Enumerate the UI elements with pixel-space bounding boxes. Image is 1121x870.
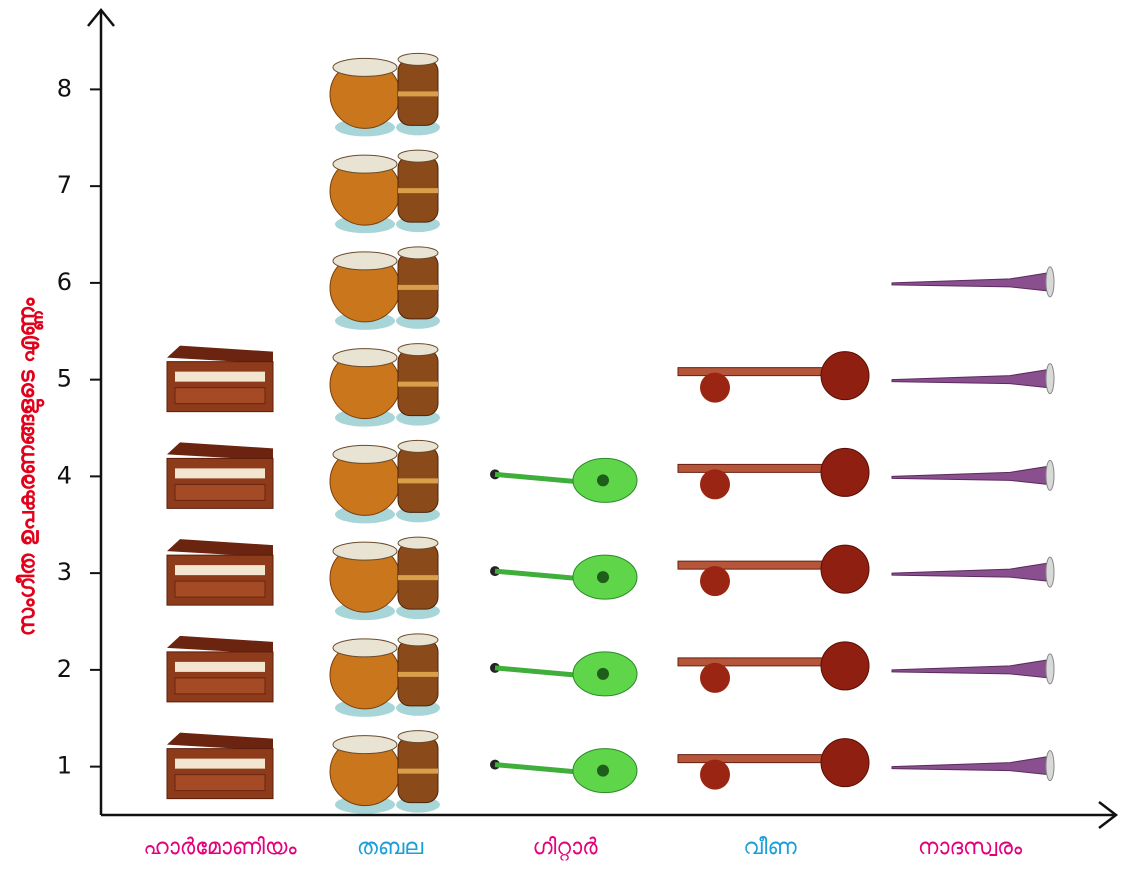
x-tick-label: നാദസ്വരം <box>918 835 1023 860</box>
tabla-band <box>398 91 438 97</box>
nadaswaram-bell <box>1045 363 1055 395</box>
harmonium-panel <box>174 483 266 501</box>
tabla-head <box>332 735 398 755</box>
tabla-head <box>397 633 439 647</box>
guitar-neck <box>494 762 586 776</box>
tabla-band <box>398 478 438 484</box>
x-tick-label: തബല <box>357 835 423 860</box>
tabla-head <box>397 439 439 453</box>
x-tick-label: വീണ <box>743 835 797 860</box>
veena-small-gourd <box>700 372 730 403</box>
harmonium-lid <box>167 539 273 558</box>
nadaswaram-pipe <box>891 562 1049 582</box>
icon-column <box>891 266 1055 782</box>
veena-neck <box>677 754 839 764</box>
tabla-head <box>332 57 398 77</box>
tabla-head <box>332 541 398 561</box>
harmonium-lid <box>167 635 273 654</box>
harmonium-panel <box>174 387 266 405</box>
nadaswaram-bell <box>1045 750 1055 782</box>
guitar-hole <box>597 764 609 777</box>
harmonium-keys <box>175 661 265 672</box>
harmonium-panel <box>174 677 266 695</box>
tabla-band <box>398 671 438 677</box>
y-tick-label: 1 <box>57 752 72 780</box>
veena-resonator <box>820 738 870 788</box>
y-axis-arrow <box>87 8 115 27</box>
veena-resonator <box>820 641 870 691</box>
tabla-head <box>397 52 439 66</box>
harmonium-panel <box>174 580 266 598</box>
nadaswaram-bell <box>1045 556 1055 588</box>
veena-small-gourd <box>700 566 730 597</box>
veena-resonator <box>820 447 870 497</box>
tabla-head <box>397 149 439 163</box>
y-tick-label: 6 <box>57 268 72 296</box>
guitar-hole <box>597 571 609 584</box>
guitar-neck <box>494 665 586 679</box>
harmonium-keys <box>175 758 265 769</box>
veena-resonator <box>820 351 870 401</box>
tabla-head <box>332 444 398 464</box>
y-tick-label: 8 <box>57 74 72 102</box>
tabla-head <box>332 348 398 368</box>
harmonium-keys <box>175 565 265 576</box>
veena-neck <box>677 463 839 473</box>
axes <box>87 8 1119 829</box>
y-tick-label: 3 <box>57 558 72 586</box>
y-tick-label: 5 <box>57 365 72 393</box>
tabla-band <box>398 284 438 290</box>
tabla-head <box>397 343 439 357</box>
nadaswaram-bell <box>1045 266 1055 298</box>
nadaswaram-pipe <box>891 272 1049 292</box>
guitar-neck <box>494 568 586 582</box>
tabla-head <box>397 246 439 260</box>
icon-column <box>490 457 638 794</box>
x-tick-label: ഗിറ്റാർ <box>532 835 598 861</box>
nadaswaram-bell <box>1045 459 1055 491</box>
veena-neck <box>677 560 839 570</box>
x-axis-arrow <box>1098 801 1119 829</box>
tabla-head <box>332 154 398 174</box>
tabla-band <box>398 188 438 194</box>
tabla-head <box>397 730 439 744</box>
guitar-neck <box>494 471 586 485</box>
veena-small-gourd <box>700 759 730 790</box>
nadaswaram-pipe <box>891 465 1049 485</box>
guitar-hole <box>597 474 609 487</box>
harmonium-lid <box>167 442 273 461</box>
tabla-head <box>332 638 398 658</box>
nadaswaram-bell <box>1045 653 1055 685</box>
guitar-hole <box>597 667 609 680</box>
veena-small-gourd <box>700 662 730 693</box>
icon-column <box>677 351 870 790</box>
nadaswaram-pipe <box>891 659 1049 679</box>
y-tick-label: 4 <box>57 461 72 489</box>
tabla-band <box>398 575 438 581</box>
nadaswaram-pipe <box>891 369 1049 389</box>
icon-column <box>329 52 440 814</box>
harmonium-keys <box>175 468 265 479</box>
harmonium-keys <box>175 371 265 382</box>
veena-neck <box>677 367 839 377</box>
harmonium-panel <box>174 774 266 792</box>
harmonium-lid <box>167 345 273 364</box>
veena-resonator <box>820 544 870 594</box>
nadaswaram-pipe <box>891 756 1049 776</box>
tabla-head <box>332 251 398 271</box>
tabla-head <box>397 536 439 550</box>
y-tick-label: 7 <box>57 171 72 199</box>
tabla-band <box>398 381 438 387</box>
y-tick-label: 2 <box>57 655 72 683</box>
tabla-band <box>398 768 438 774</box>
x-tick-label: ഹാർമോണിയം <box>143 835 297 860</box>
y-axis-label: സംഗീത ഉപകരണങ്ങളുടെ എണ്ണം <box>15 297 46 636</box>
veena-small-gourd <box>700 469 730 500</box>
harmonium-lid <box>167 732 273 751</box>
veena-neck <box>677 657 839 667</box>
icon-column <box>166 345 274 800</box>
